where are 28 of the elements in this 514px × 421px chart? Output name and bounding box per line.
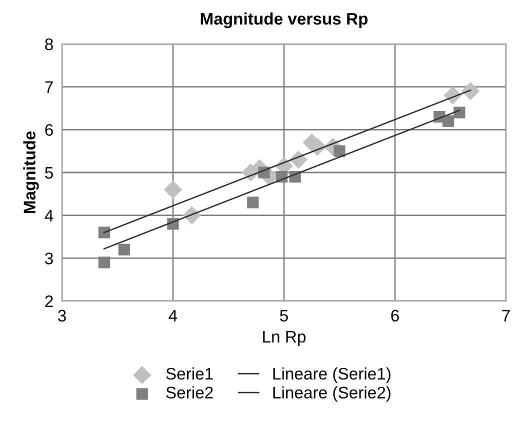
y-tick-label: 7 bbox=[45, 81, 53, 93]
y-tick-label: 4 bbox=[44, 210, 54, 222]
y-tick-label: 6 bbox=[45, 124, 53, 136]
y-tick-label: 5 bbox=[45, 167, 53, 179]
legend-label: Lineare (Serie2) bbox=[273, 386, 390, 402]
y-axis-title: Magnitude bbox=[23, 131, 39, 214]
x-tick-label: 6 bbox=[391, 310, 399, 322]
legend-label: Lineare (Serie1) bbox=[273, 367, 390, 383]
point bbox=[98, 226, 110, 238]
y-tick-label: 2 bbox=[45, 295, 53, 308]
x-tick-label: 3 bbox=[58, 310, 66, 322]
point bbox=[334, 145, 346, 157]
x-tick-label: 7 bbox=[502, 310, 510, 322]
chart-title: Magnitude versus Rp bbox=[200, 12, 368, 28]
y-tick-label: 8 bbox=[45, 38, 53, 50]
legend-label: Serie2 bbox=[166, 386, 213, 399]
point bbox=[164, 180, 182, 199]
point bbox=[247, 196, 259, 208]
point bbox=[454, 106, 466, 118]
point bbox=[118, 244, 130, 256]
point bbox=[461, 82, 480, 100]
x-axis-title: Ln Rp bbox=[263, 331, 306, 346]
point bbox=[98, 256, 110, 268]
y-tick-label: 3 bbox=[45, 252, 53, 264]
x-tick-label: 4 bbox=[168, 310, 178, 322]
x-tick-label: 5 bbox=[280, 310, 288, 322]
point bbox=[442, 115, 454, 127]
legend-label: Serie1 bbox=[166, 367, 213, 380]
